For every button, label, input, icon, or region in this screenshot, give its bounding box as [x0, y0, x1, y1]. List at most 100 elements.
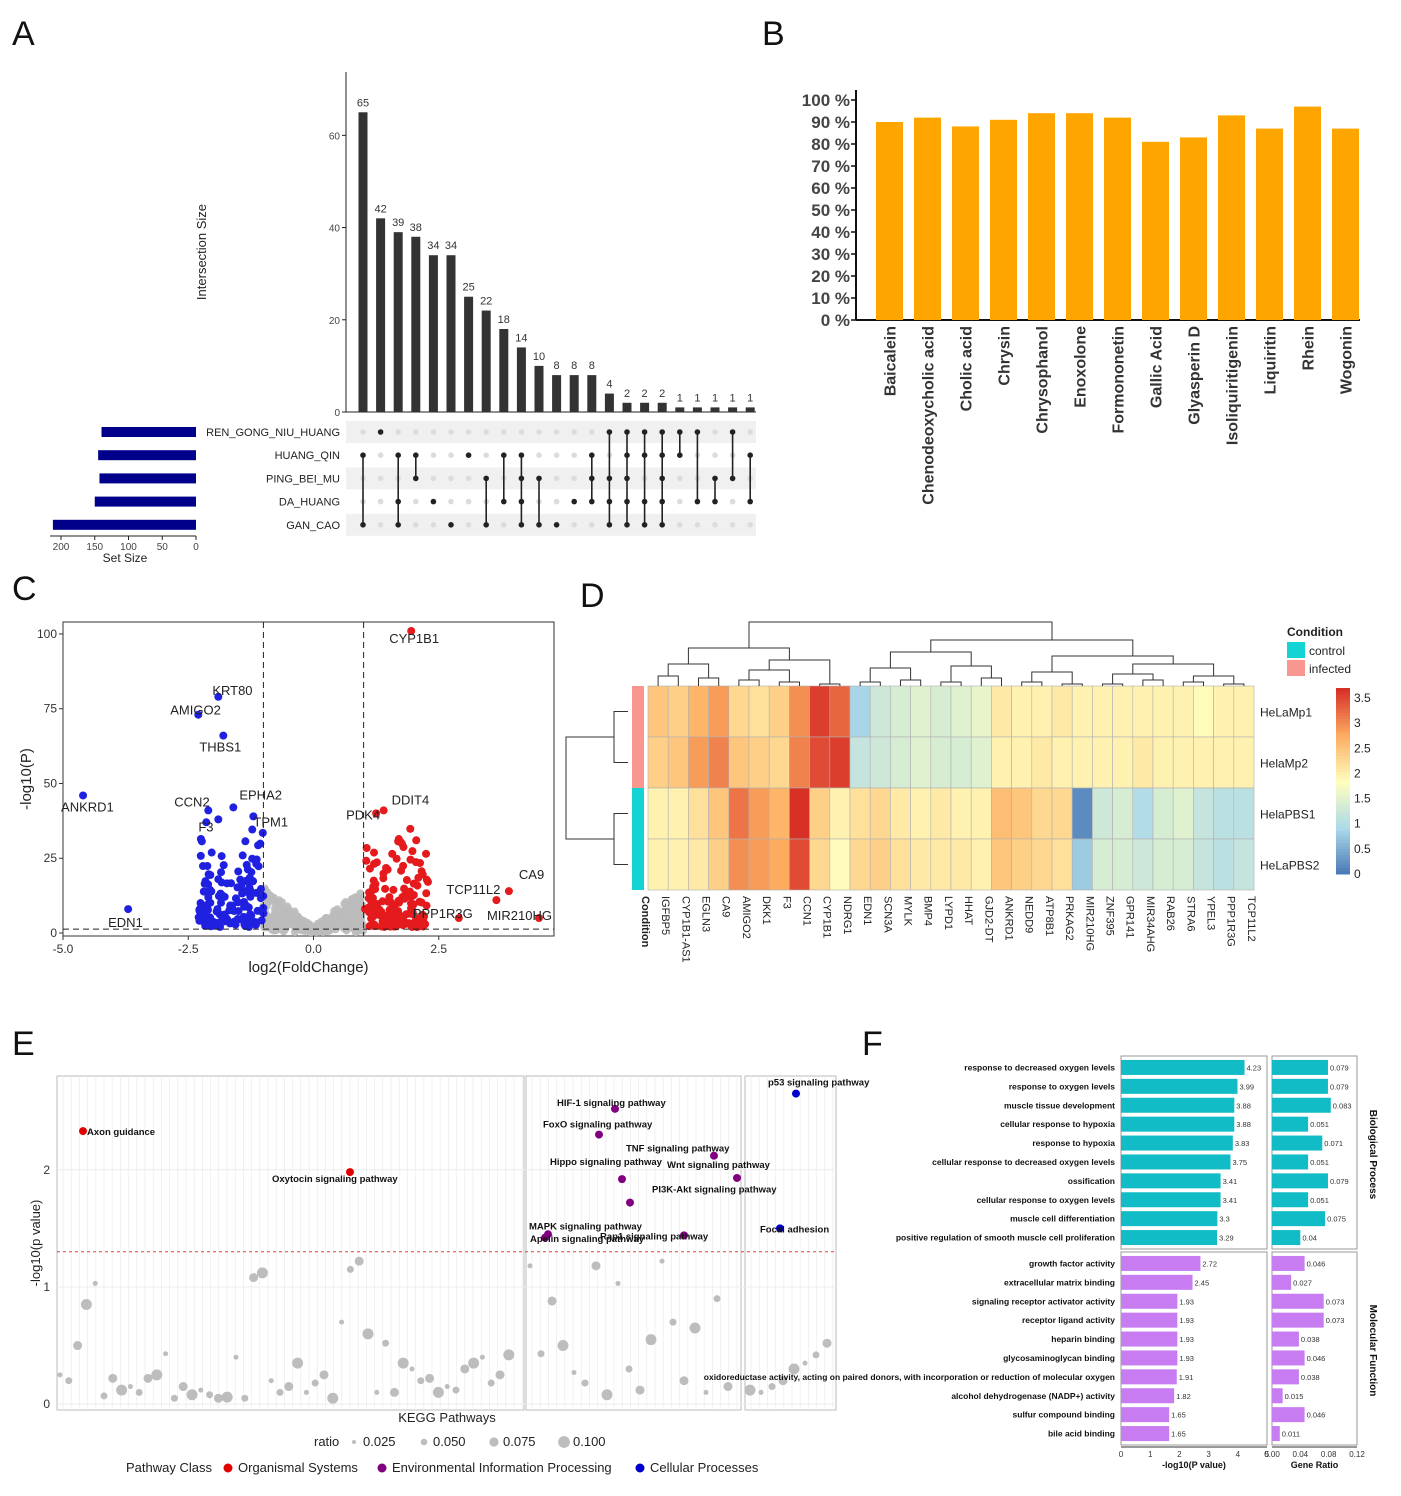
background-pathway-point	[744, 1384, 756, 1396]
column-dendrogram-branch	[738, 679, 760, 686]
heatmap-cell	[667, 838, 689, 891]
background-pathway-point	[547, 1296, 557, 1306]
background-pathway-point	[703, 1389, 709, 1395]
membership-dot-empty	[430, 452, 437, 459]
heatmap-cell	[1172, 787, 1194, 840]
point-label: MIR210HG	[487, 908, 552, 923]
intersection-bar-label: 39	[392, 217, 404, 229]
background-pathway-point	[151, 1369, 163, 1381]
gene-ratio-bar	[1272, 1426, 1280, 1442]
heatmap-cell	[869, 838, 891, 891]
panel-label-b: B	[762, 15, 785, 53]
heatmap-cell	[1011, 685, 1033, 738]
heatmap-cell	[688, 838, 709, 891]
heatmap-cell	[1172, 838, 1194, 891]
intersection-bar	[516, 347, 526, 412]
intersection-bar-label: 42	[374, 203, 386, 215]
panel-f-go-bars: 4.23 0.079 response to decreased oxygen le…	[704, 1055, 1378, 1470]
heatmap-cell	[890, 685, 911, 738]
heatmap-cell	[829, 787, 851, 840]
class-legend-dot	[635, 1463, 645, 1473]
y-tick-label: 20	[329, 316, 341, 327]
heatmap-cell	[1071, 736, 1093, 789]
row-label: HelaPBS1	[1260, 808, 1316, 822]
background-pathway-point	[135, 1388, 143, 1396]
down-point	[206, 870, 215, 879]
membership-dot-empty	[395, 429, 402, 435]
set-name-label: DA_HUANG	[279, 497, 340, 509]
intersection-bar-label: 8	[554, 360, 560, 372]
category-label: Cholic acid	[959, 326, 976, 411]
heatmap-cell	[849, 838, 871, 891]
y-tick-label: 100	[37, 627, 57, 641]
intersection-bar-label: 8	[571, 360, 577, 372]
membership-dot-empty	[589, 429, 595, 435]
category-label: Baicalein	[883, 326, 900, 396]
up-point	[373, 900, 382, 909]
gene-ratio-bar-label: 0.04	[1302, 1234, 1317, 1243]
labeled-point	[379, 806, 388, 815]
intersection-bar-label: 25	[462, 282, 474, 294]
background-pathway-point	[635, 1385, 645, 1395]
pvalue-bar-label: 2.72	[1202, 1259, 1217, 1268]
y-tick-label: 75	[44, 702, 58, 716]
condition-annotation-cell	[632, 737, 644, 788]
category-label: Chrysophanol	[1035, 326, 1052, 434]
heatmap-cell	[910, 685, 932, 738]
background-pathway-point	[292, 1357, 304, 1369]
up-point	[365, 922, 374, 931]
intersection-bar	[675, 407, 685, 412]
down-point	[204, 893, 213, 902]
up-point	[389, 885, 398, 894]
intersection-bar-label: 1	[677, 392, 683, 404]
down-point	[217, 898, 226, 907]
gene-ratio-bar	[1272, 1230, 1301, 1246]
heatmap-cell	[1152, 787, 1174, 840]
column-label: F3	[780, 896, 792, 909]
point-label: ANKRD1	[61, 799, 114, 814]
category-label: Chenodeoxycholic acid	[921, 326, 938, 505]
gene-ratio-bar	[1272, 1173, 1328, 1189]
background-pathway-point	[812, 1351, 820, 1359]
column-label: MIR210HG	[1083, 896, 1095, 951]
heatmap-cell	[950, 787, 972, 840]
y-tick-label: 0	[43, 1397, 50, 1411]
up-point	[422, 849, 431, 858]
pvalue-bar	[1121, 1078, 1238, 1094]
background-pathway-point	[143, 1373, 153, 1383]
bar	[1142, 141, 1169, 320]
column-label: LYPD1	[942, 896, 954, 930]
intersection-bar	[728, 407, 738, 412]
membership-dot-empty	[712, 452, 718, 459]
labeled-point	[204, 806, 213, 815]
down-point	[214, 875, 223, 884]
down-point	[254, 862, 263, 871]
set-size-tick-label: 150	[86, 542, 103, 553]
column-label: MIR34AHG	[1144, 896, 1156, 952]
membership-dot-filled	[747, 498, 753, 505]
labeled-point	[249, 812, 258, 821]
colorbar-tick-label: 1	[1354, 817, 1361, 831]
pathway-label: MAPK signaling pathway	[529, 1222, 643, 1233]
category-label: Liquiritin	[1263, 326, 1280, 394]
colorbar-tick-label: 0.5	[1354, 842, 1371, 856]
colorbar-segment	[1336, 725, 1350, 729]
membership-dot-filled	[430, 498, 437, 505]
gene-ratio-bar-label: 0.015	[1285, 1392, 1304, 1401]
go-term-label: muscle tissue development	[1004, 1100, 1115, 1110]
colorbar-tick-label: 3.5	[1354, 691, 1371, 705]
colorbar-segment	[1336, 703, 1350, 708]
gene-ratio-bar	[1272, 1059, 1328, 1075]
x-tick-label: -2.5	[178, 942, 199, 956]
pvalue-bar-label: 1.93	[1179, 1297, 1194, 1306]
y-tick-label: 40 %	[811, 223, 850, 242]
colorbar-segment	[1336, 790, 1350, 794]
heatmap-cell	[1071, 685, 1093, 738]
membership-dot-empty	[465, 522, 472, 528]
down-point	[219, 861, 228, 870]
ns-point	[284, 917, 293, 926]
membership-dot-empty	[553, 452, 560, 459]
row-label: HeLaPBS2	[1260, 859, 1320, 873]
gene-ratio-bar-label: 0.083	[1333, 1101, 1352, 1110]
